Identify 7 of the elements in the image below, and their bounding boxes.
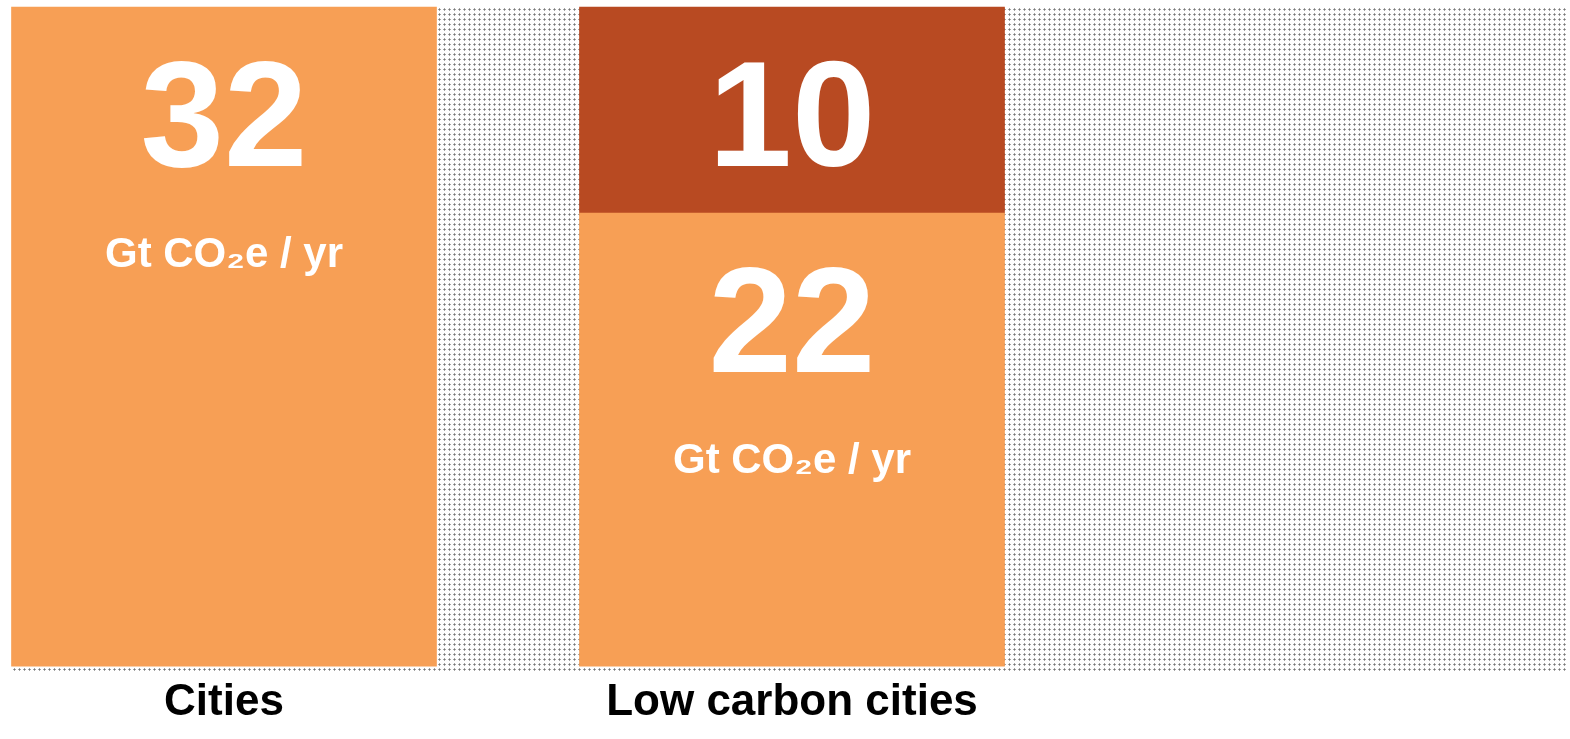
data-label: 10 <box>708 30 876 199</box>
x-tick-label: Low carbon cities <box>606 674 978 724</box>
annotation: Gt CO₂e / yr <box>104 228 344 276</box>
data-label: 32 <box>140 30 308 199</box>
annotation: Gt CO₂e / yr <box>672 434 912 482</box>
data-label: 22 <box>708 236 876 405</box>
x-tick-label: Cities <box>164 674 284 724</box>
